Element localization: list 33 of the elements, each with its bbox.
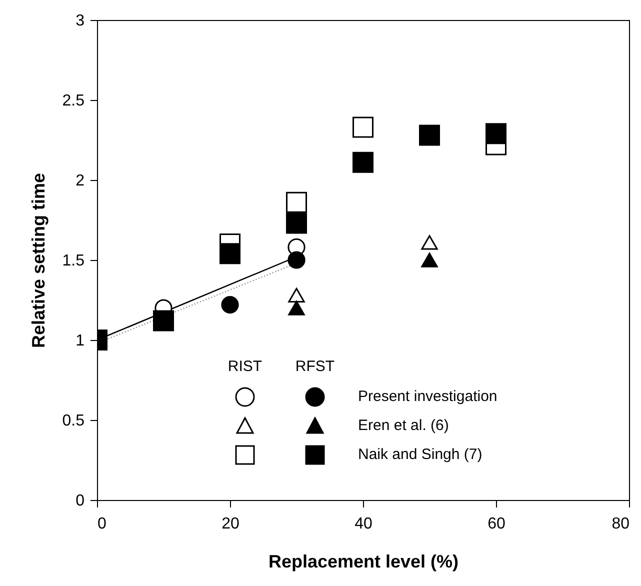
legend-label: Eren et al. (6)	[357, 416, 450, 436]
annotation: RFST	[294, 357, 336, 377]
y-tick-label: 0	[76, 492, 85, 510]
point	[286, 212, 307, 234]
y-tick-label: 1	[76, 332, 85, 350]
legend-label: Naik and Singh (7)	[357, 445, 484, 465]
x-tick-label: 40	[354, 516, 372, 532]
y-axis-title: Relative setting time	[28, 172, 48, 348]
point	[288, 251, 306, 269]
point	[419, 124, 440, 146]
x-tick-label: 60	[488, 516, 506, 532]
annotation: RIST	[226, 357, 264, 377]
point	[288, 288, 305, 303]
x-axis-title: Replacement level (%)	[268, 552, 459, 572]
point	[486, 123, 506, 144]
legend-label: Present investigation	[357, 387, 498, 407]
point	[352, 116, 374, 138]
y-tick-label: 0.5	[62, 412, 85, 430]
x-tick-label: 80	[612, 516, 630, 532]
point	[286, 192, 307, 213]
point	[153, 310, 174, 332]
point	[288, 300, 305, 316]
point	[421, 252, 438, 268]
y-tick-label: 1.5	[62, 252, 85, 270]
y-tick-label: 2.5	[62, 92, 85, 110]
y-tick-label: 3	[76, 12, 85, 30]
x-tick-label: 20	[222, 516, 240, 532]
point	[221, 296, 239, 314]
point	[421, 235, 438, 250]
y-tick-label: 2	[76, 172, 85, 190]
point	[220, 243, 240, 264]
point	[352, 152, 374, 173]
x-tick-label: 0	[98, 516, 106, 532]
